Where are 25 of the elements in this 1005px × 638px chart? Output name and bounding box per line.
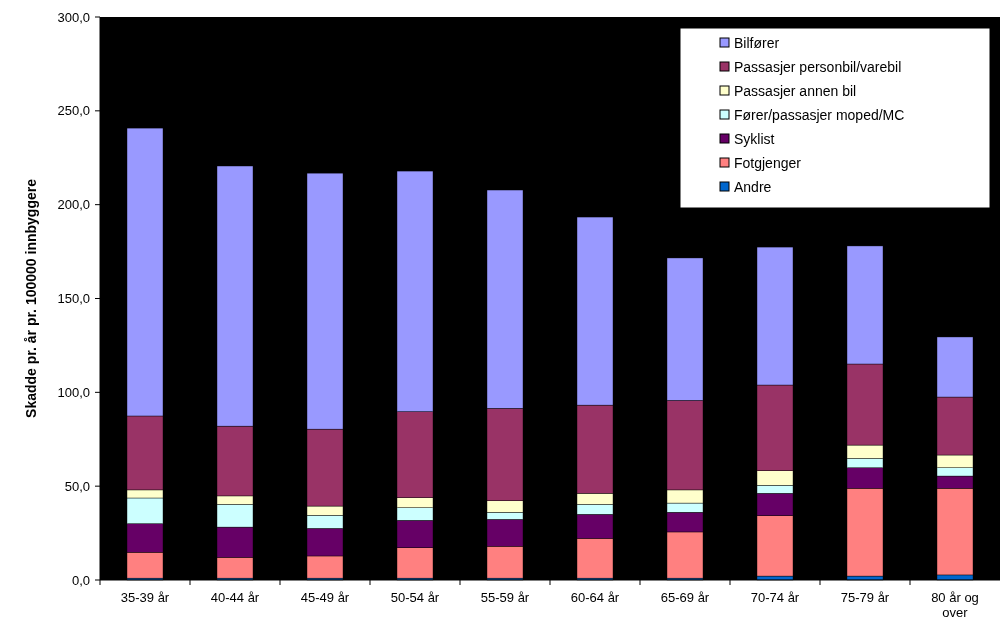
y-tick-label: 300,0	[57, 9, 90, 25]
x-tick-label: 45-49 år	[300, 590, 350, 605]
x-tick-label: 65-69 år	[660, 590, 710, 605]
y-tick-label: 50,0	[64, 478, 90, 494]
legend-label: Fører/passasjer moped/MC	[734, 107, 905, 123]
x-tick-label: 50-54 år	[390, 590, 440, 605]
legend-label: Passasjer annen bil	[734, 83, 857, 99]
legend-label: Syklist	[734, 131, 775, 147]
y-tick-label: 250,0	[57, 103, 90, 119]
x-tick-label: 60-64 år	[570, 590, 620, 605]
y-tick-label: 0,0	[71, 572, 90, 588]
y-axis-title: Skadde pr. år pr. 100000 innbyggere	[23, 178, 39, 418]
x-tick-label: 40-44 år	[210, 590, 260, 605]
y-tick-label: 200,0	[57, 197, 90, 213]
legend-label: Passasjer personbil/varebil	[734, 59, 902, 75]
x-tick-label: 80 år og over	[931, 590, 979, 620]
legend-label: Bilfører	[734, 35, 780, 51]
x-tick-label: 55-59 år	[480, 590, 530, 605]
legend-label: Andre	[734, 179, 772, 195]
legend-label: Fotgjenger	[734, 155, 802, 171]
y-tick-label: 150,0	[57, 291, 90, 307]
x-tick-label: 75-79 år	[840, 590, 890, 605]
y-tick-label: 100,0	[57, 384, 90, 400]
x-tick-label: 35-39 år	[120, 590, 170, 605]
x-tick-label: 70-74 år	[750, 590, 800, 605]
